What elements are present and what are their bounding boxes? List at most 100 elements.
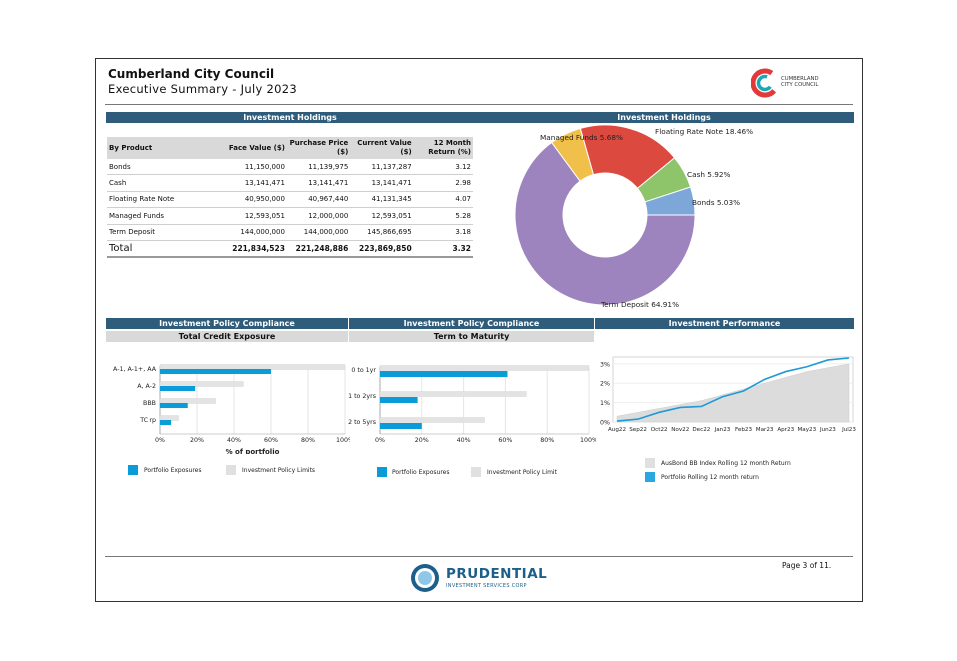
donut-data-label: Cash 5.92% bbox=[687, 170, 731, 179]
cell: Total bbox=[107, 240, 222, 258]
cell: 221,248,886 bbox=[286, 240, 351, 258]
col-current-value: Current Value ($) bbox=[350, 137, 414, 159]
cell: Term Deposit bbox=[107, 224, 222, 241]
donut-slice-bonds bbox=[644, 186, 696, 216]
brand-name: PRUDENTIAL bbox=[446, 566, 548, 582]
cell: 144,000,000 bbox=[221, 224, 287, 241]
cell: 145,866,695 bbox=[350, 224, 414, 241]
table-row: Bonds 11,150,000 11,139,975 11,137,287 3… bbox=[107, 159, 473, 176]
x-tick-label: 20% bbox=[190, 437, 204, 444]
performance-banner: Investment Performance bbox=[595, 318, 854, 329]
cell: 3.32 bbox=[413, 240, 473, 258]
cell: Cash bbox=[107, 174, 222, 192]
table-row: Floating Rate Note 40,950,000 40,967,440… bbox=[107, 191, 473, 209]
prudential-logo-icon bbox=[411, 564, 439, 592]
x-tick-label: 80% bbox=[540, 437, 554, 444]
x-tick-label: Jun23 bbox=[819, 427, 836, 433]
portfolio-return-line bbox=[616, 357, 850, 422]
legend-portfolio-swatch bbox=[128, 465, 138, 475]
council-logo-icon bbox=[750, 68, 780, 98]
legend-limits-label: Investment Policy Limits bbox=[242, 467, 316, 474]
cell: Floating Rate Note bbox=[107, 191, 222, 209]
y-category-label: 2 to 5yrs bbox=[348, 419, 376, 426]
cell: 221,834,523 bbox=[221, 240, 287, 258]
x-tick-label: 40% bbox=[227, 437, 241, 444]
prudential-logo: PRUDENTIAL INVESTMENT SERVICES CORP bbox=[408, 561, 558, 595]
x-tick-label: 100% bbox=[580, 437, 596, 444]
holdings-table: By Product Face Value ($) Purchase Price… bbox=[107, 137, 473, 258]
y-category-label: TC rp bbox=[139, 417, 156, 424]
donut-data-label: Floating Rate Note 18.46% bbox=[655, 127, 753, 136]
portfolio-exposure-bar bbox=[380, 423, 422, 429]
x-tick-label: 100% bbox=[336, 437, 350, 444]
brand-subtitle: INVESTMENT SERVICES CORP bbox=[446, 583, 527, 589]
x-tick-label: Apr23 bbox=[777, 427, 794, 433]
cell: 13,141,471 bbox=[286, 174, 351, 192]
table-row: Managed Funds 12,593,051 12,000,000 12,5… bbox=[107, 207, 473, 225]
cell: 11,137,287 bbox=[350, 159, 414, 176]
donut-slice-term-deposit bbox=[514, 141, 696, 306]
x-tick-label: 60% bbox=[264, 437, 278, 444]
col-face-value: Face Value ($) bbox=[221, 137, 287, 159]
policy-limit-bar bbox=[159, 398, 216, 404]
cell: 13,141,471 bbox=[350, 174, 414, 192]
report-page: Cumberland City Council Executive Summar… bbox=[95, 58, 863, 602]
cell: 3.12 bbox=[413, 159, 473, 176]
col-12m-return: 12 Month Return (%) bbox=[413, 137, 473, 159]
x-tick-label: Nov22 bbox=[671, 427, 689, 433]
y-tick-label: 1% bbox=[600, 400, 610, 407]
y-category-label: 0 to 1yr bbox=[351, 367, 376, 374]
legend-portfolio-return-swatch bbox=[645, 472, 655, 482]
cell: 12,593,051 bbox=[221, 207, 287, 225]
cell: 3.18 bbox=[413, 224, 473, 241]
x-tick-label: 0% bbox=[155, 437, 165, 444]
ausbond-area-series bbox=[616, 363, 850, 423]
council-logo: CUMBERLAND CITY COUNCIL bbox=[750, 65, 836, 101]
x-tick-label: Aug22 bbox=[608, 427, 626, 433]
y-tick-label: 0% bbox=[600, 420, 610, 427]
legend-portfolio-label: Portfolio Exposures bbox=[144, 467, 202, 474]
holdings-donut-chart: Term Deposit 64.91% Managed Funds 5.68% Fl… bbox=[514, 125, 753, 309]
x-tick-label: Oct22 bbox=[651, 427, 668, 433]
legend-limit-swatch bbox=[471, 467, 481, 477]
term-to-maturity-chart: 0% 20% 40% 60% 80% 100% 0 to 1yr 1 to 2yrs 2 to … bbox=[348, 365, 596, 444]
holdings-table-banner: Investment Holdings bbox=[106, 112, 474, 123]
credit-exposure-chart: 0% 20% 40% 60% 80% 100% A-1, A-1+, AA A, A-2 BBB… bbox=[113, 364, 350, 454]
legend-portfolio-return-label: Portfolio Rolling 12 month return bbox=[661, 474, 759, 481]
legend-portfolio-label: Portfolio Exposures bbox=[392, 469, 450, 476]
cell: 41,131,345 bbox=[350, 191, 414, 209]
policy-limit-bar bbox=[159, 415, 179, 421]
donut-data-label: Managed Funds 5.68% bbox=[540, 133, 623, 142]
table-row: Term Deposit 144,000,000 144,000,000 145… bbox=[107, 224, 473, 241]
y-category-label: A, A-2 bbox=[137, 383, 156, 390]
table-row: Cash 13,141,471 13,141,471 13,141,471 2.… bbox=[107, 174, 473, 192]
compliance-banner-credit: Investment Policy Compliance bbox=[106, 318, 348, 329]
col-by-product: By Product bbox=[107, 137, 222, 159]
credit-legend: Portfolio Exposures Investment Policy Li… bbox=[128, 465, 348, 477]
donut-data-label: Bonds 5.03% bbox=[692, 198, 740, 207]
policy-limit-bar bbox=[159, 381, 244, 387]
cell: 11,139,975 bbox=[286, 159, 351, 176]
cell: 223,869,850 bbox=[350, 240, 414, 258]
x-tick-label: 80% bbox=[301, 437, 315, 444]
legend-limit-label: Investment Policy Limit bbox=[487, 469, 557, 476]
cell: 40,950,000 bbox=[221, 191, 287, 209]
header-divider bbox=[105, 104, 853, 105]
logo-text-line2: CITY COUNCIL bbox=[781, 82, 819, 88]
total-row: Total 221,834,523 221,248,886 223,869,85… bbox=[107, 240, 473, 258]
x-tick-label: May23 bbox=[797, 427, 816, 433]
policy-limit-bar bbox=[379, 365, 590, 371]
page-number: Page 3 of 11. bbox=[782, 561, 832, 570]
y-category-label: BBB bbox=[143, 400, 156, 407]
x-tick-label: 60% bbox=[498, 437, 512, 444]
cell: 144,000,000 bbox=[286, 224, 351, 241]
x-tick-label: 40% bbox=[457, 437, 471, 444]
council-name: Cumberland City Council bbox=[108, 67, 275, 81]
cell: 12,593,051 bbox=[350, 207, 414, 225]
cell: 4.07 bbox=[413, 191, 473, 209]
x-tick-label: 0% bbox=[375, 437, 385, 444]
x-tick-label: Feb23 bbox=[735, 427, 752, 433]
legend-portfolio-swatch bbox=[377, 467, 387, 477]
y-tick-label: 3% bbox=[600, 361, 610, 368]
cell: 2.98 bbox=[413, 174, 473, 192]
